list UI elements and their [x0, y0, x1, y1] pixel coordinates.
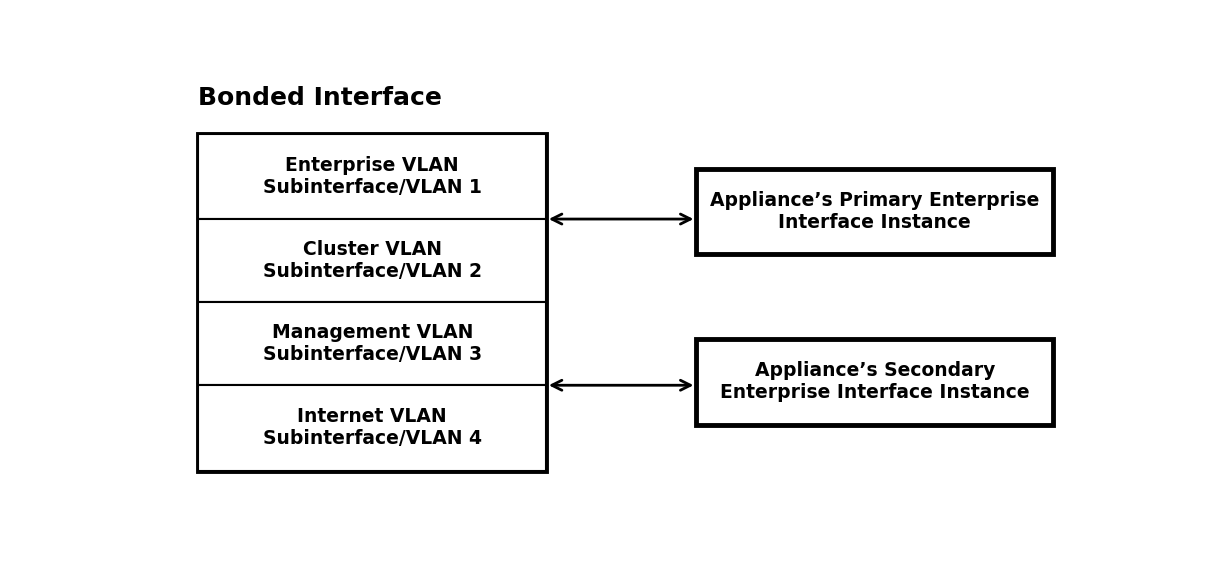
Bar	[199, 302, 545, 385]
Bar	[696, 339, 1053, 425]
Bar	[199, 385, 545, 470]
Bar	[199, 134, 545, 470]
Bar	[199, 219, 545, 302]
Text: Appliance’s Secondary
Enterprise Interface Instance: Appliance’s Secondary Enterprise Interfa…	[720, 361, 1029, 403]
Text: Internet VLAN
Subinterface/VLAN 4: Internet VLAN Subinterface/VLAN 4	[263, 407, 481, 448]
Text: Appliance’s Primary Enterprise
Interface Instance: Appliance’s Primary Enterprise Interface…	[710, 191, 1040, 232]
Text: Enterprise VLAN
Subinterface/VLAN 1: Enterprise VLAN Subinterface/VLAN 1	[263, 156, 481, 197]
Text: Bonded Interface: Bonded Interface	[199, 86, 442, 110]
Text: Management VLAN
Subinterface/VLAN 3: Management VLAN Subinterface/VLAN 3	[263, 323, 482, 364]
Bar	[199, 134, 545, 219]
Bar	[696, 169, 1053, 254]
Text: Cluster VLAN
Subinterface/VLAN 2: Cluster VLAN Subinterface/VLAN 2	[263, 240, 481, 281]
